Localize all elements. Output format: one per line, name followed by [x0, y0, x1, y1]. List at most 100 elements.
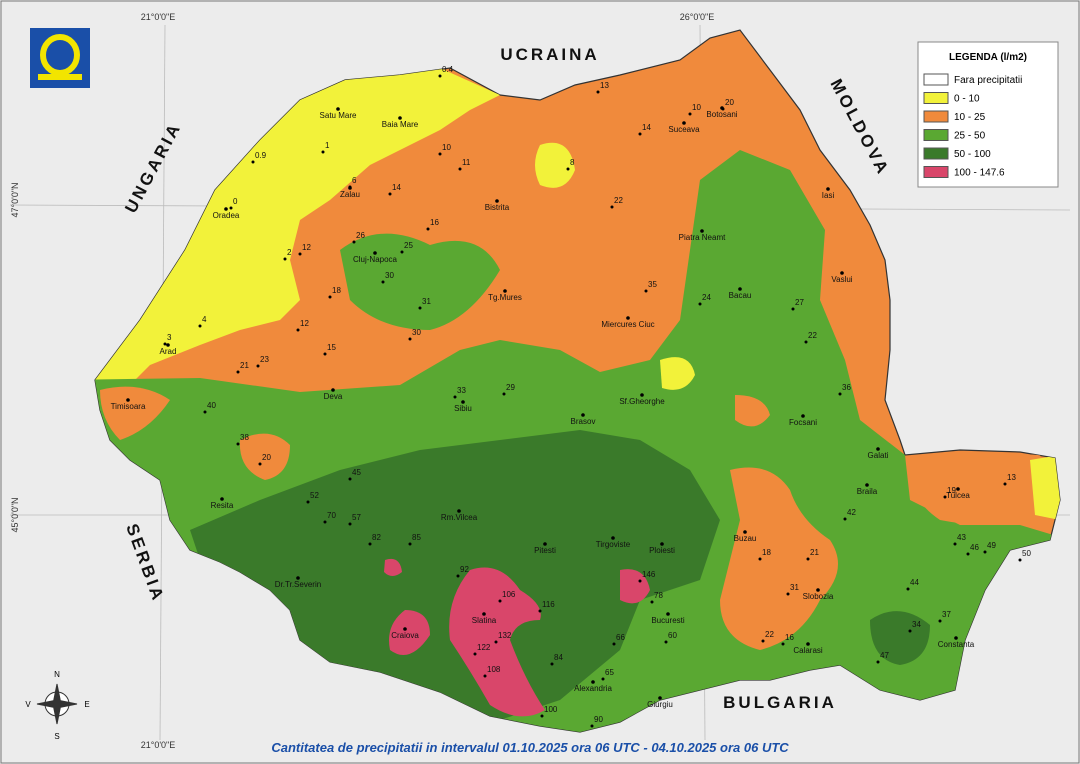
station-value: 18 [762, 548, 771, 557]
station-dot [408, 337, 412, 341]
city-dot [611, 536, 615, 540]
station-dot [906, 587, 910, 591]
station-value: 14 [642, 123, 651, 132]
compass-letter: V [25, 700, 31, 709]
city-dot [682, 121, 686, 125]
station-value: 33 [457, 386, 466, 395]
city-label: Bistrita [485, 203, 510, 212]
station-value: 11 [462, 158, 471, 167]
station-dot [236, 370, 240, 374]
station-value: 21 [810, 548, 819, 557]
city-label: Focsani [789, 418, 817, 427]
city-label: Baia Mare [382, 120, 419, 129]
city-label: Bacau [729, 291, 752, 300]
station-dot [943, 495, 947, 499]
station-dot [236, 442, 240, 446]
station-dot [791, 307, 795, 311]
coord-label: 26°0'0"E [680, 12, 715, 22]
station-dot [458, 167, 462, 171]
legend-swatch [923, 110, 949, 123]
station-value: 65 [605, 668, 614, 677]
city-label: Timisoara [111, 402, 146, 411]
station-value: 2 [287, 248, 292, 257]
station-value: 60 [668, 631, 677, 640]
station-value: 46 [970, 543, 979, 552]
station-dot [438, 152, 442, 156]
city-label: Oradea [213, 211, 240, 220]
station-value: 42 [847, 508, 856, 517]
station-value: 57 [352, 513, 361, 522]
station-dot [400, 250, 404, 254]
station-dot [538, 609, 542, 613]
station-value: 19 [947, 486, 956, 495]
station-value: 16 [430, 218, 439, 227]
station-dot [323, 352, 327, 356]
station-dot [283, 257, 287, 261]
city-dot [336, 107, 340, 111]
station-dot [426, 227, 430, 231]
station-value: 20 [725, 98, 734, 107]
city-label: Sf.Gheorghe [619, 397, 665, 406]
station-dot [348, 522, 352, 526]
station-dot [908, 629, 912, 633]
station-value: 100 [544, 705, 558, 714]
station-dot [596, 90, 600, 94]
station-value: 27 [795, 298, 804, 307]
station-value: 78 [654, 591, 663, 600]
city-dot [840, 271, 844, 275]
city-label: Sibiu [454, 404, 472, 413]
station-dot [938, 619, 942, 623]
station-dot [612, 642, 616, 646]
legend-label: 100 - 147.6 [954, 168, 1005, 179]
station-dot [721, 107, 725, 111]
city-label: Constanta [938, 640, 975, 649]
city-label: Satu Mare [320, 111, 357, 120]
station-dot [953, 542, 957, 546]
station-value: 108 [487, 665, 501, 674]
station-value: 0.9 [255, 151, 267, 160]
station-value: 6 [352, 176, 357, 185]
station-dot [688, 112, 692, 116]
station-value: 1 [325, 141, 330, 150]
city-dot [865, 483, 869, 487]
station-value: 16 [785, 633, 794, 642]
city-label: Ploiesti [649, 546, 675, 555]
station-value: 38 [240, 433, 249, 442]
legend-label: 25 - 50 [954, 131, 986, 142]
station-dot [352, 240, 356, 244]
city-dot [666, 612, 670, 616]
station-value: 84 [554, 653, 563, 662]
station-dot [550, 662, 554, 666]
coord-label: 45°0'0"N [10, 497, 20, 532]
station-value: 146 [642, 570, 656, 579]
city-dot [296, 576, 300, 580]
city-label: Bucuresti [651, 616, 685, 625]
coord-label: 21°0'0"E [141, 740, 176, 750]
city-dot [956, 487, 960, 491]
station-dot [368, 542, 372, 546]
station-dot [838, 392, 842, 396]
station-value: 35 [648, 280, 657, 289]
station-dot [843, 517, 847, 521]
city-dot [640, 393, 644, 397]
station-value: 85 [412, 533, 421, 542]
city-dot [738, 287, 742, 291]
legend-title: LEGENDA (l/m2) [949, 52, 1027, 63]
country-label: UCRAINA [500, 45, 599, 64]
station-value: 4 [202, 315, 207, 324]
station-dot [804, 340, 808, 344]
station-value: 29 [506, 383, 515, 392]
legend-box [917, 41, 1059, 188]
city-dot [166, 343, 170, 347]
station-value: 22 [765, 630, 774, 639]
station-dot [494, 640, 498, 644]
city-dot [331, 388, 335, 392]
station-dot [418, 306, 422, 310]
station-value: 30 [385, 271, 394, 280]
country-label: BULGARIA [723, 693, 837, 712]
station-dot [163, 342, 167, 346]
station-value: 20 [262, 453, 271, 462]
city-dot [543, 542, 547, 546]
city-dot [954, 636, 958, 640]
